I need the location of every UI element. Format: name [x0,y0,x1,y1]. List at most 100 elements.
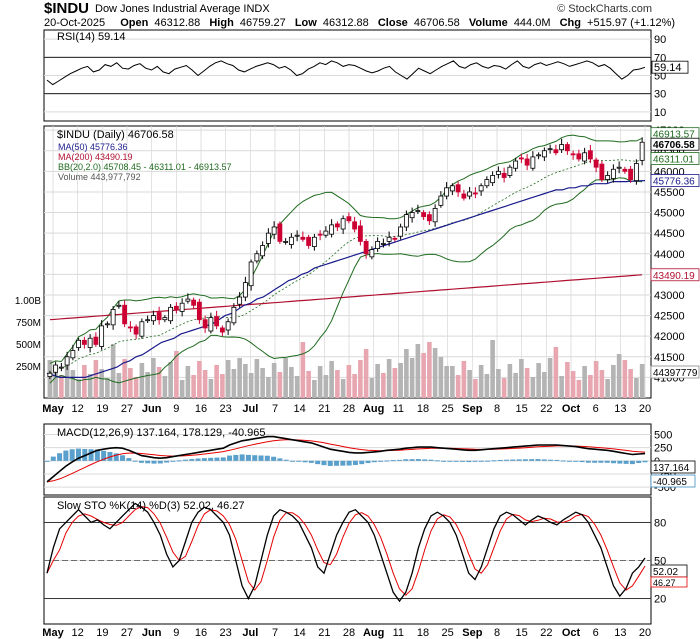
volume-value-box [650,365,700,379]
volume-tick-label: 750M [16,318,41,329]
candle-body [133,326,139,335]
candle-body [478,185,484,192]
legend-ma50: MA(50) 45776.36 [58,142,128,152]
volume-bar [335,370,340,398]
macd-histogram-bar [94,449,100,461]
candle-body [363,240,369,255]
volume-bar [346,365,352,398]
volume-bar [277,372,283,398]
rsi-layer [44,56,651,95]
volume-bar [64,361,70,398]
volume-bar [421,353,426,398]
macd-histogram-bar [409,459,415,461]
chart-symbol: $INDU [44,0,89,17]
stochastic-tick-label: 50 [654,556,666,568]
price-x-tick-label: 9 [173,403,179,415]
volume-bar [352,374,357,398]
macd-histogram-bar [88,449,94,461]
volume-bar [427,342,432,398]
candle-body [168,306,174,322]
stochastic-d-line [46,506,646,596]
macd-histogram-bar [359,460,365,465]
macd-hist-value-label: -40.965 [653,477,687,488]
candle-body [76,339,82,348]
candle-body [254,253,260,262]
price-x-tick-label: 7 [272,403,278,415]
macd-histogram-bar [352,460,358,465]
price-value-label: 45776.36 [653,177,695,188]
stochastic-x-tick-label: 7 [272,627,278,639]
volume-bar [105,378,110,398]
macd-histogram-bar [107,452,113,461]
candle-body [196,301,202,321]
macd-tick-label: 500 [654,430,672,442]
volume-bar [128,368,133,398]
macd-histogram-bar [63,450,69,461]
candle-body [306,236,312,246]
candle-body [415,210,421,212]
price-tick-label: 45000 [654,208,685,220]
macd-histogram-bar [466,460,472,463]
macd-histogram-bar [182,459,188,461]
volume-bar [582,366,587,398]
volume-bar [185,366,191,398]
volume-bar [202,370,208,398]
candle-body [559,144,565,151]
volume-tick-label: 250M [16,362,41,373]
candle-body [547,148,553,151]
macd-histogram-bar [554,459,560,461]
volume-bar [381,373,386,398]
chart-company-name: Dow Jones Industrial Average INDX [95,3,270,15]
stochastic-x-tick-label: Jun [142,627,162,639]
candle-body [553,149,559,154]
volume-bar [340,379,346,398]
price-x-tick-label: 12 [72,403,84,415]
volume-bar [254,359,260,398]
candle-body [300,236,306,240]
macd-histogram-bar [510,459,516,461]
macd-histogram-bar [522,459,528,461]
candle-body [162,317,168,321]
candle-body [242,282,248,298]
volume-bar [409,358,415,398]
volume-tick-label: 1.00B [15,296,41,307]
price-x-tick-label: 27 [121,403,133,415]
stockcharts-brand: © StockCharts.com [557,3,652,15]
macd-histogram-bar [579,460,585,463]
candle-body [380,243,386,245]
candle-body [145,319,151,322]
candle-body [179,302,185,312]
price-tick-label: 44500 [654,228,685,240]
macd-histogram-bar [629,460,635,465]
candle-body [622,168,628,172]
price-x-tick-label: 18 [417,403,429,415]
candle-body [455,184,461,193]
macd-panel [43,423,652,496]
rsi-value-label: 59.14 [654,62,682,74]
stochastic-x-tick-label: Oct [562,627,581,639]
volume-bar [438,357,444,398]
macd-histogram-bar [157,460,163,464]
volume-bar [559,376,564,398]
volume-bar [628,369,633,398]
volume-bar [208,379,214,398]
candle-body [484,179,490,187]
price-x-tick-label: Oct [562,403,581,415]
candle-body [248,261,254,287]
volume-bar [248,373,254,398]
macd-histogram-bar [459,460,465,462]
stochastic-title: Slow STO %K(14) %D(3) 52.02, 46.27 [57,500,245,512]
rsi-line [46,60,646,86]
volume-bar [616,354,622,398]
volume-bar [593,361,599,398]
candle-body [599,163,605,180]
candle-body [185,298,191,302]
volume-bar [404,349,409,398]
stochastic-x-tick-label: 16 [195,627,207,639]
stochastic-x-tick-label: 21 [318,627,330,639]
macd-histogram-bar [485,460,491,462]
volume-bar [237,358,242,398]
volume-bar [473,379,478,398]
volume-bar [588,375,593,398]
candle-body [582,152,588,162]
